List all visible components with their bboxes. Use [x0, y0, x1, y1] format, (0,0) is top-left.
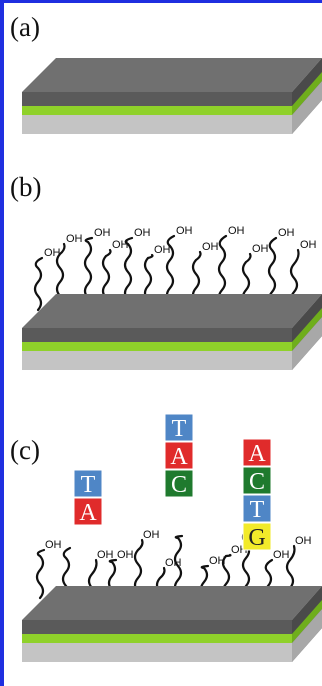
oh-label-c-12: OH [295, 535, 312, 547]
oh-label-b-1: OH [44, 247, 61, 259]
oh-label-c-1: OH [45, 539, 62, 551]
strand-3-base-3-box [242, 494, 272, 523]
strand-3-base-2-box [242, 466, 272, 495]
chain-b-1 [33, 256, 44, 312]
strand-2-base-1-box [164, 413, 194, 442]
strand-3-base-1-box [242, 438, 272, 467]
oh-label-c-3: OH [97, 549, 114, 561]
substrate-b-side-bottom [292, 317, 322, 370]
substrate-a-top-layer [22, 92, 292, 106]
panel-label-b: (b) [10, 172, 42, 202]
substrate-b-side-green [292, 308, 322, 351]
substrate-a-side-bottom [292, 81, 322, 134]
oh-label-b-5: OH [134, 227, 151, 239]
strand-2: TAC [164, 413, 194, 498]
substrate-a-side-green [292, 72, 322, 115]
panel-label-a: (a) [10, 12, 40, 42]
substrate-c-side-bottom [292, 609, 322, 662]
strand-1-base-2-letter: A [79, 500, 97, 526]
substrate-b-top-face [22, 294, 322, 328]
oh-label-b-4: OH [112, 239, 129, 251]
substrate-c-side-green [292, 600, 322, 643]
strand-3-base-2-letter: C [249, 469, 265, 495]
substrate-b-top-layer [22, 328, 292, 342]
oh-label-c-11: OH [273, 549, 290, 561]
panel-label-c: (c) [10, 435, 40, 465]
strand-2-base-1-letter: T [172, 416, 187, 442]
substrate-c [22, 586, 322, 662]
substrate-b-green-layer [22, 342, 292, 351]
oh-label-b-10: OH [252, 243, 269, 255]
oh-label-b-3: OH [94, 227, 111, 239]
substrate-b-bottom-layer [22, 351, 292, 370]
oh-label-b-6: OH [154, 244, 171, 256]
chain-c-1 [35, 548, 46, 600]
strand-3-base-4-letter: G [248, 525, 265, 551]
substrate-c-top-face [22, 586, 322, 620]
strand-1-base-1-letter: T [81, 472, 96, 498]
strand-1-base-1-box [73, 469, 103, 498]
strand-2-base-3-letter: C [171, 472, 187, 498]
substrate-c-green-layer [22, 634, 292, 643]
substrate-b [22, 294, 322, 370]
strand-1-base-2-box [73, 497, 103, 526]
strand-3-base-4-box [242, 522, 272, 551]
strand-3-base-3-letter: T [250, 497, 265, 523]
oh-label-b-2: OH [66, 233, 83, 245]
oh-label-c-4: OH [117, 549, 134, 561]
strand-1: TA [73, 469, 103, 526]
substrate-a-green-layer [22, 106, 292, 115]
oh-label-b-7: OH [176, 225, 193, 237]
oh-label-c-5: OH [143, 529, 160, 541]
substrate-c-top-layer [22, 620, 292, 634]
oh-label-b-8: OH [202, 241, 219, 253]
substrate-a [22, 58, 322, 134]
substrate-a-bottom-layer [22, 115, 292, 134]
oh-label-c-8: OH [209, 555, 226, 567]
strand-2-base-3-box [164, 469, 194, 498]
strand-3-base-1-letter: A [248, 441, 266, 467]
substrate-c-bottom-layer [22, 643, 292, 662]
oh-label-b-9: OH [228, 225, 245, 237]
oh-label-b-12: OH [300, 239, 317, 251]
substrate-a-top-face [22, 58, 322, 92]
strand-2-base-2-letter: A [170, 444, 188, 470]
strand-2-base-2-box [164, 441, 194, 470]
oh-label-b-11: OH [278, 227, 295, 239]
